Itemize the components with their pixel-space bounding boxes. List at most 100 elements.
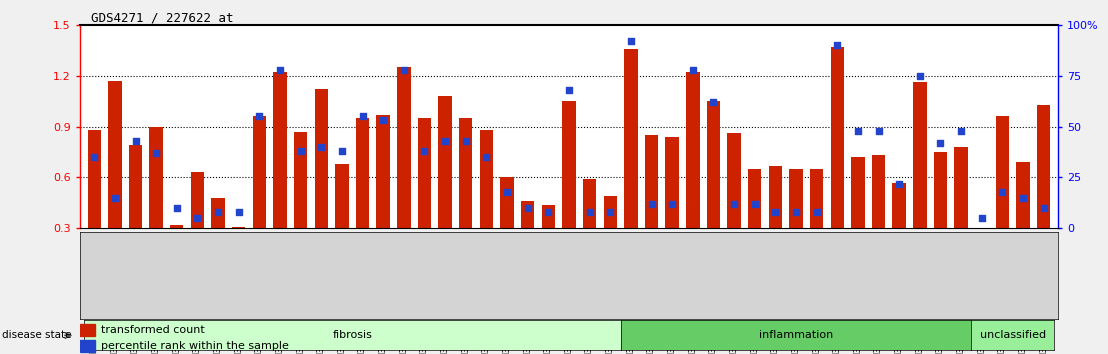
Point [126, 138, 144, 144]
Bar [80, 340, 95, 353]
Bar [212, 198, 225, 228]
Point [168, 205, 186, 211]
Bar [274, 72, 287, 228]
Bar [1016, 162, 1029, 228]
Point [705, 99, 722, 105]
Point [147, 150, 165, 156]
Point [994, 189, 1012, 195]
Point [808, 209, 825, 215]
Bar [150, 126, 163, 228]
Point [437, 138, 454, 144]
Bar [1037, 104, 1050, 228]
Text: percentile rank within the sample: percentile rank within the sample [101, 341, 289, 352]
Bar [356, 118, 369, 228]
Point [375, 118, 392, 123]
Bar [171, 225, 184, 228]
Bar [789, 169, 802, 228]
Bar [686, 72, 699, 228]
Bar [191, 172, 204, 228]
Text: inflammation: inflammation [759, 330, 833, 341]
Bar [913, 82, 926, 228]
Point [1035, 205, 1053, 211]
Bar [88, 130, 101, 228]
Point [973, 215, 991, 221]
Point [353, 114, 371, 119]
Bar [501, 177, 514, 228]
Point [684, 67, 701, 73]
Point [209, 209, 227, 215]
Bar [851, 157, 864, 228]
Bar [707, 101, 720, 228]
Point [499, 189, 516, 195]
Bar [748, 169, 761, 228]
Bar [954, 147, 967, 228]
Point [312, 144, 330, 150]
Bar [315, 89, 328, 228]
Point [787, 209, 804, 215]
Point [85, 154, 103, 160]
Bar [232, 227, 245, 228]
Text: unclassified: unclassified [979, 330, 1046, 341]
Point [540, 209, 557, 215]
Point [849, 128, 866, 133]
Point [767, 209, 784, 215]
Text: fibrosis: fibrosis [332, 330, 372, 341]
Point [952, 128, 970, 133]
Text: GDS4271 / 227622_at: GDS4271 / 227622_at [91, 11, 234, 24]
Bar [129, 145, 142, 228]
Bar [831, 47, 844, 228]
Point [416, 148, 433, 154]
Point [229, 209, 247, 215]
Bar [418, 118, 431, 228]
Bar [521, 201, 534, 228]
Point [870, 128, 888, 133]
Point [456, 138, 474, 144]
Point [891, 181, 909, 186]
Point [932, 140, 950, 146]
Bar [397, 67, 411, 228]
Point [394, 67, 412, 73]
Point [250, 114, 268, 119]
Bar [377, 115, 390, 228]
Point [271, 67, 289, 73]
Point [829, 42, 847, 48]
Point [726, 201, 743, 207]
Bar [624, 48, 637, 228]
Bar [769, 166, 782, 228]
Bar [253, 116, 266, 228]
Bar [562, 101, 576, 228]
Bar [872, 155, 885, 228]
Bar [109, 81, 122, 228]
Point [746, 201, 763, 207]
Point [581, 209, 598, 215]
Text: disease state: disease state [2, 330, 72, 341]
Point [911, 73, 929, 79]
Bar [459, 118, 472, 228]
Point [291, 148, 309, 154]
Bar [80, 324, 95, 336]
Point [188, 215, 206, 221]
Bar [480, 130, 493, 228]
Bar [996, 116, 1009, 228]
Bar [727, 133, 741, 228]
Point [334, 148, 351, 154]
Point [664, 201, 681, 207]
Point [602, 209, 619, 215]
Point [1014, 195, 1032, 201]
Bar [542, 205, 555, 228]
Bar [604, 196, 617, 228]
Text: transformed count: transformed count [101, 325, 205, 336]
Bar [294, 132, 307, 228]
Bar [810, 169, 823, 228]
Bar [666, 137, 679, 228]
Bar [645, 135, 658, 228]
Bar [583, 179, 596, 228]
Point [106, 195, 124, 201]
Bar [439, 96, 452, 228]
Point [643, 201, 660, 207]
Bar [336, 164, 349, 228]
Point [478, 154, 495, 160]
Point [519, 205, 536, 211]
Point [560, 87, 577, 93]
Bar [934, 152, 947, 228]
